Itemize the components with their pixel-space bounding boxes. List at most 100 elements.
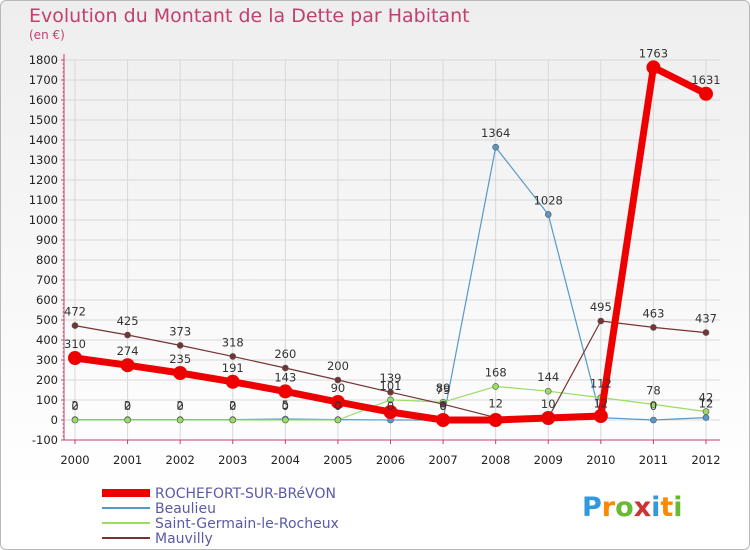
y-tick-label: 300: [36, 353, 58, 367]
data-point: [702, 414, 710, 421]
data-label: 0: [439, 399, 446, 413]
logo-letter: P: [582, 492, 602, 523]
data-point: [282, 416, 289, 424]
data-label: 0: [71, 399, 78, 413]
data-label: 0: [439, 399, 446, 413]
data-point: [387, 388, 394, 396]
data-label: 139: [380, 371, 402, 385]
data-label: 463: [642, 306, 664, 320]
data-label: 0: [334, 399, 341, 413]
axes: -100010020030040050060070080090010001100…: [29, 53, 721, 467]
data-label: 143: [274, 370, 296, 384]
data-point: [492, 143, 499, 151]
data-label: 90: [331, 381, 346, 395]
data-label: 260: [274, 347, 296, 361]
data-label: 10: [541, 397, 556, 411]
data-label: 0: [229, 399, 236, 413]
data-point: [439, 400, 447, 408]
y-tick-label: 1800: [29, 53, 58, 67]
data-point: [282, 364, 289, 372]
y-tick-label: 200: [36, 373, 58, 387]
x-tick-label: 2010: [586, 453, 615, 467]
data-point: [229, 416, 237, 424]
y-tick-label: 0: [51, 413, 58, 427]
data-label: 42: [699, 391, 714, 405]
data-label: 200: [327, 359, 349, 373]
data-point: [173, 366, 188, 380]
data-label: 274: [117, 344, 139, 358]
y-tick-label: 700: [36, 273, 58, 287]
data-point: [544, 211, 552, 218]
y-tick-label: 1100: [29, 193, 58, 207]
data-label: 0: [124, 399, 131, 413]
x-tick-label: 2007: [428, 453, 457, 467]
data-point: [229, 353, 237, 360]
data-point: [387, 396, 394, 404]
data-label: 0: [282, 399, 289, 413]
y-tick-label: 1000: [29, 213, 58, 227]
data-point: [702, 329, 710, 336]
y-tick-label: 500: [36, 313, 58, 327]
x-tick-label: 2012: [691, 453, 720, 467]
data-point: [176, 342, 184, 349]
data-label: 144: [537, 370, 559, 384]
y-tick-label: 100: [36, 393, 58, 407]
data-label: 2: [229, 399, 236, 413]
data-point: [330, 395, 345, 409]
data-point: [650, 416, 657, 424]
y-tick-label: 900: [36, 233, 58, 247]
data-label: 425: [117, 314, 139, 328]
data-point: [650, 401, 657, 408]
logo-letter: x: [634, 492, 651, 523]
data-label: 79: [436, 383, 451, 397]
x-tick-label: 2006: [376, 453, 405, 467]
data-label: 0: [387, 399, 394, 413]
x-tick-label: 2008: [481, 453, 510, 467]
data-label: 310: [64, 337, 86, 351]
logo-letter: i: [673, 492, 682, 523]
data-label: 2: [124, 399, 131, 413]
logo-letter: o: [615, 492, 634, 523]
proxiti-logo: Proxiti: [582, 492, 683, 523]
data-point: [120, 358, 135, 373]
logo-letter: r: [602, 492, 616, 523]
y-tick-label: 1500: [29, 113, 58, 127]
data-point: [593, 409, 608, 423]
data-point: [646, 60, 661, 75]
data-point: [334, 376, 342, 384]
data-label: 101: [380, 379, 402, 393]
data-label: 0: [334, 399, 341, 413]
data-point: [278, 384, 293, 399]
logo-text: Proxiti: [582, 492, 683, 523]
data-point: [71, 322, 79, 329]
legend-label: ROCHEFORT-SUR-BRéVON: [155, 486, 336, 502]
x-tick-label: 2001: [113, 453, 142, 467]
legend-label: Beaulieu: [155, 501, 216, 517]
x-tick-label: 2000: [60, 453, 89, 467]
data-label: 112: [590, 377, 612, 391]
data-label: 0: [177, 399, 184, 413]
data-label: 2: [71, 399, 78, 413]
data-point: [702, 408, 710, 415]
data-point: [68, 351, 82, 365]
chart-title: Evolution du Montant de la Dette par Hab…: [29, 5, 470, 27]
x-tick-label: 2011: [639, 453, 668, 467]
y-tick-label: 1300: [29, 153, 58, 167]
y-tick-label: 1200: [29, 173, 58, 187]
data-label: 12: [488, 397, 503, 411]
x-tick-label: 2002: [166, 453, 195, 467]
data-label: 472: [64, 305, 86, 319]
data-point: [383, 405, 398, 419]
data-point: [597, 317, 605, 325]
data-label: 1763: [639, 46, 668, 60]
data-label: 5: [282, 398, 289, 412]
data-point: [334, 416, 342, 424]
y-tick-label: -100: [32, 433, 58, 447]
data-label: 2: [177, 399, 184, 413]
data-label: 168: [485, 365, 507, 379]
y-axis-unit: (en €): [29, 28, 65, 42]
y-tick-label: 1600: [29, 93, 58, 107]
data-label: 495: [590, 300, 612, 314]
